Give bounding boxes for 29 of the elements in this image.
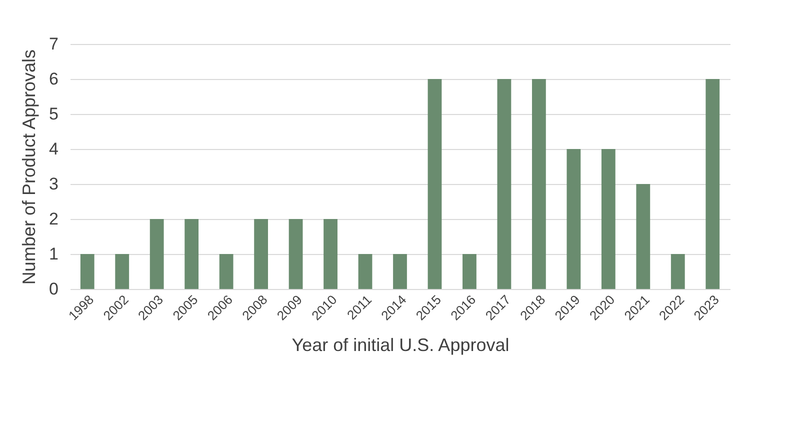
bar [532,79,546,289]
y-axis-title: Number of Product Approvals [19,49,40,285]
bar [601,149,616,289]
bar [288,219,303,289]
bar [566,149,581,289]
y-tick-label: 7 [49,34,58,54]
bar [150,219,164,289]
bar [428,79,442,289]
y-tick-label: 0 [49,280,58,298]
y-tick-label: 3 [49,174,58,194]
y-tick-label: 2 [49,210,58,228]
bar [497,79,512,289]
y-tick-label: 1 [49,244,58,264]
bar [324,219,338,289]
bar [670,254,685,289]
bar [80,254,94,289]
y-tick-label: 5 [49,104,58,124]
bar [636,184,650,289]
bar [393,254,407,289]
bar [706,79,720,289]
y-tick-label: 6 [49,70,58,88]
bar [219,254,234,289]
bar [115,254,130,289]
bar [254,219,268,289]
bar [184,219,199,289]
x-axis-title: Year of initial U.S. Approval [292,335,510,356]
bar [462,254,476,289]
y-tick-label: 4 [49,140,58,158]
bar [358,254,372,289]
